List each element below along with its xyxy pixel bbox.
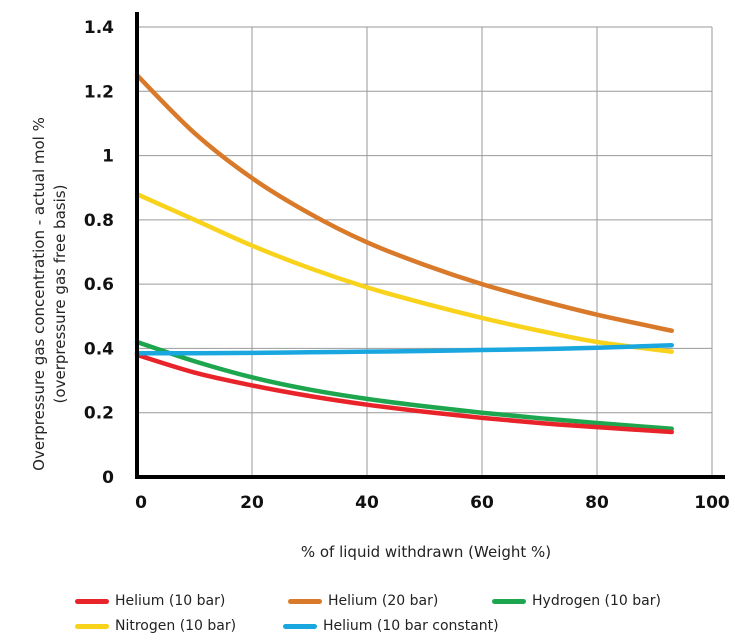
series-lines	[134, 72, 674, 435]
series-line-hydrogen-10-bar	[134, 339, 674, 432]
legend-label: Helium (20 bar)	[328, 593, 439, 609]
y-tick-label: 0.2	[84, 404, 114, 424]
tick-labels: 0 20 40 60 80 100 0 0.2 0.4 0.6 0.8 1 1.2 1.4	[84, 18, 730, 513]
legend-item: Helium (10 bar)	[75, 593, 225, 609]
series-line-helium-20-bar	[134, 72, 674, 333]
legend-label: Nitrogen (10 bar)	[115, 618, 237, 634]
series-line-helium-10-bar-constant	[134, 342, 674, 356]
x-tick-label: 100	[694, 493, 730, 513]
y-tick-label: 0.6	[84, 275, 114, 295]
legend-item: Helium (10 bar constant)	[283, 618, 499, 634]
y-tick-label: 1.2	[84, 82, 114, 102]
y-axis-title-line1: Overpressure gas concentration - actual …	[30, 117, 48, 471]
legend-label: Hydrogen (10 bar)	[532, 593, 661, 609]
legend-item: Hydrogen (10 bar)	[492, 593, 661, 609]
x-tick-label: 0	[135, 493, 147, 513]
axes	[135, 12, 725, 479]
legend-swatch	[75, 598, 109, 604]
y-axis-title-line2: (overpressure gas free basis)	[51, 185, 69, 404]
x-axis-title: % of liquid withdrawn (Weight %)	[301, 543, 551, 561]
series-line-helium-10-bar	[134, 352, 674, 435]
legend-swatch	[492, 598, 526, 604]
legend-label: Helium (10 bar constant)	[323, 618, 499, 634]
x-tick-label: 80	[585, 493, 609, 513]
legend-item: Nitrogen (10 bar)	[75, 618, 236, 634]
legend-swatch	[283, 623, 317, 629]
y-tick-label: 0.4	[84, 339, 114, 359]
y-tick-label: 0.8	[84, 211, 114, 231]
legend-swatch	[288, 598, 322, 604]
x-tick-label: 60	[470, 493, 494, 513]
legend-label: Helium (10 bar)	[115, 593, 226, 609]
x-tick-label: 20	[240, 493, 264, 513]
y-tick-label: 1.4	[84, 18, 114, 38]
y-tick-label: 1	[102, 147, 114, 167]
x-tick-label: 40	[355, 493, 379, 513]
line-chart: 0 20 40 60 80 100 0 0.2 0.4 0.6 0.8 1 1.2 1.4 % of li…	[30, 12, 730, 561]
legend-item: Helium (20 bar)	[288, 593, 438, 609]
legend-swatch	[75, 623, 109, 629]
series-line-nitrogen-10-bar	[134, 191, 674, 354]
y-tick-label: 0	[102, 468, 114, 488]
